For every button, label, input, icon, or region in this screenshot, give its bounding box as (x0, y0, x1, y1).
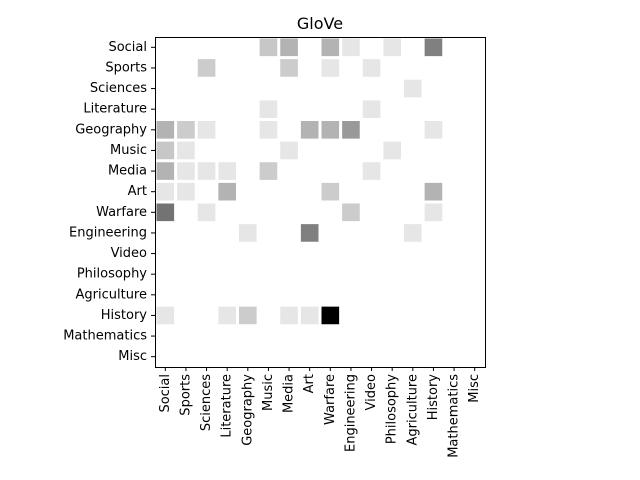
heatmap-cell (239, 306, 257, 325)
heatmap-cells (156, 38, 443, 325)
y-tick-label: History (101, 308, 148, 323)
heatmap-cell (197, 121, 216, 139)
heatmap-cell (197, 162, 216, 180)
heatmap-cell (177, 121, 195, 139)
heatmap-cell (197, 59, 216, 77)
heatmap-cell (321, 306, 340, 325)
heatmap-cell (156, 182, 175, 201)
x-tick-label: Music (261, 374, 276, 411)
heatmap-cell (404, 224, 422, 242)
x-tick-label: Mathematics (447, 374, 462, 458)
x-tick-label: Engineering (343, 374, 358, 452)
heatmap-cell (300, 121, 319, 139)
x-axis-ticks: Social Sports Sciences Literature Geography M… (158, 367, 482, 458)
heatmap-cell (362, 59, 381, 77)
x-tick-label: Philosophy (385, 374, 400, 444)
y-tick-label: Geography (75, 122, 147, 137)
heatmap-cell (362, 162, 381, 180)
heatmap-cell (259, 121, 278, 139)
y-tick-label: Agriculture (76, 287, 148, 302)
heatmap-cell (280, 59, 298, 77)
heatmap-cell (259, 38, 278, 57)
heatmap-cell (177, 182, 195, 201)
heatmap-cell (300, 224, 319, 242)
heatmap-cell (342, 203, 360, 222)
x-tick-label: Geography (240, 374, 255, 446)
heatmap-cell (177, 141, 195, 160)
y-tick-label: Sports (105, 60, 147, 75)
heatmap-cell (218, 162, 236, 180)
x-tick-label: Media (282, 374, 297, 413)
heatmap-cell (342, 121, 360, 139)
y-tick-label: Social (108, 40, 147, 55)
x-tick-label: Social (158, 374, 173, 413)
x-tick-label: Video (364, 374, 379, 410)
x-tick-label: Literature (220, 374, 235, 438)
heatmap-cell (156, 162, 175, 180)
y-tick-label: Philosophy (77, 267, 147, 282)
chart-title: GloVe (297, 14, 343, 33)
heatmap-cell (300, 306, 319, 325)
heatmap-cell (321, 182, 340, 201)
x-tick-label: Art (302, 374, 317, 393)
heatmap-cell (280, 306, 298, 325)
heatmap-cell (424, 38, 443, 57)
x-tick-label: Sciences (199, 374, 214, 431)
heatmap-cell (424, 121, 443, 139)
heatmap-cell (342, 38, 360, 57)
x-tick-label: Warfare (323, 374, 338, 425)
heatmap-cell (321, 38, 340, 57)
x-tick-label: Agriculture (405, 374, 420, 446)
heatmap-cell (362, 100, 381, 118)
heatmap-cell (156, 141, 175, 160)
x-tick-label: Sports (178, 374, 193, 416)
heatmap-cell (321, 121, 340, 139)
y-tick-label: Engineering (69, 225, 147, 240)
heatmap-cell (424, 203, 443, 222)
plot-frame (155, 37, 486, 368)
y-tick-label: Warfare (96, 205, 147, 220)
heatmap-cell (424, 182, 443, 201)
heatmap-cell (156, 306, 175, 325)
heatmap-cell (321, 59, 340, 77)
heatmap-cell (404, 79, 422, 98)
y-tick-label: Literature (83, 102, 147, 117)
heatmap-cell (239, 224, 257, 242)
x-tick-label: Misc (467, 374, 482, 403)
x-tick-label: History (426, 374, 441, 421)
heatmap-cell (280, 38, 298, 57)
heatmap-cell (383, 141, 401, 160)
y-axis-ticks: Social Sports Sciences Literature Geography M… (63, 40, 155, 364)
heatmap-cell (156, 203, 175, 222)
y-tick-label: Misc (118, 349, 147, 364)
y-tick-label: Video (111, 246, 147, 261)
heatmap-cell (259, 162, 278, 180)
heatmap-cell (218, 182, 236, 201)
heatmap-cell (197, 203, 216, 222)
heatmap-cell (259, 100, 278, 118)
heatmap-cell (280, 141, 298, 160)
heatmap-cell (218, 306, 236, 325)
y-tick-label: Sciences (90, 81, 147, 96)
heatmap-cell (177, 162, 195, 180)
y-tick-label: Art (128, 184, 147, 199)
heatmap-cell (156, 121, 175, 139)
y-tick-label: Music (110, 143, 147, 158)
y-tick-label: Media (108, 164, 147, 179)
heatmap-cell (383, 38, 401, 57)
y-tick-label: Mathematics (63, 329, 147, 344)
